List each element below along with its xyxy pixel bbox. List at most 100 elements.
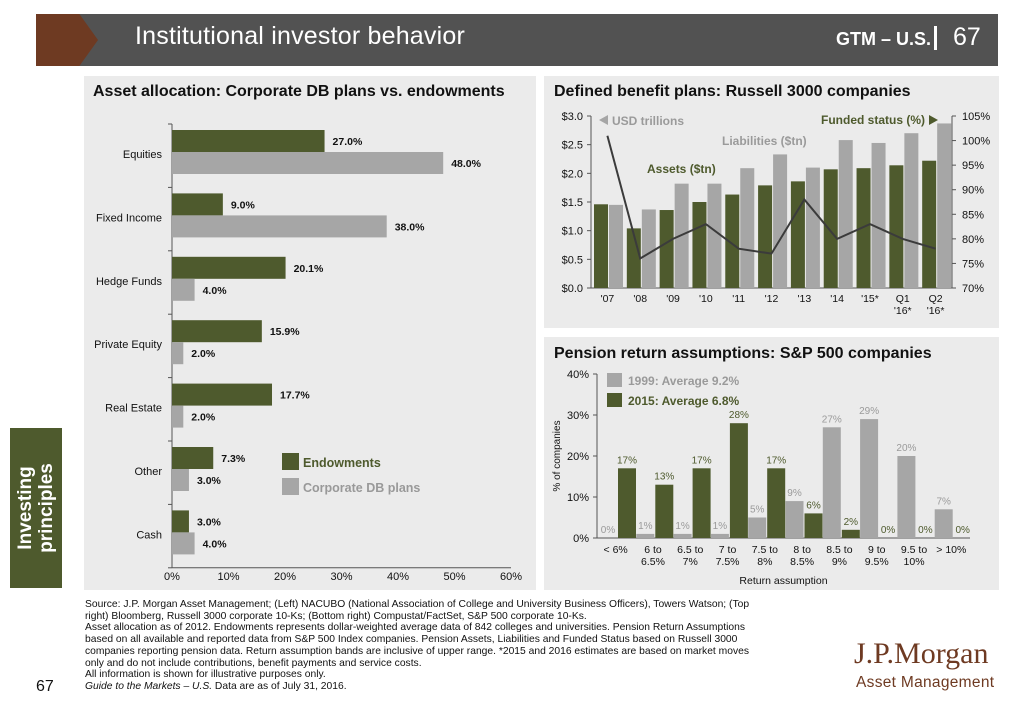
- asset-allocation-chart: 0% 10% 20% 30% 40% 50% 60% Equities 27.0% 48.0% Fi…: [94, 123, 522, 583]
- db-plans-bar: [172, 152, 444, 174]
- 1999-value-label: 20%: [896, 443, 916, 454]
- endowments-value-label: 27.0%: [333, 136, 363, 148]
- assets-bar: [889, 165, 904, 288]
- x-tick-label: 40%: [387, 571, 409, 583]
- 2015-value-label: 28%: [729, 410, 749, 421]
- 2015-value-label: 2%: [844, 517, 859, 528]
- x-tick-label: 10%: [217, 571, 239, 583]
- x-tick-label: 7.5 to: [752, 544, 778, 556]
- endowments-bar: [172, 447, 214, 469]
- source-line: All information is shown for illustrativ…: [85, 669, 326, 681]
- assets-bar: [594, 204, 608, 288]
- db-plans-bar: [172, 215, 387, 238]
- x-tick-label: 10%: [904, 556, 925, 568]
- page-title: Institutional investor behavior: [135, 22, 465, 50]
- legend-label-1999: 1999: Average 9.2%: [628, 374, 740, 388]
- 2015-value-label: 17%: [692, 455, 712, 466]
- 1999-value-label: 5%: [750, 505, 765, 516]
- 1999-bar: [636, 533, 655, 538]
- 1999-value-label: 1%: [675, 521, 690, 532]
- legend-swatch-1999: [607, 373, 622, 387]
- x-tick-label: '14: [830, 293, 844, 305]
- 2015-value-label: 0%: [881, 525, 896, 536]
- x-tick-label: '07: [601, 293, 615, 305]
- 1999-value-label: 29%: [859, 406, 879, 417]
- db-plans-bar: [172, 405, 184, 428]
- db-plans-bar: [172, 469, 189, 491]
- right-axis-tick-label: 80%: [962, 234, 984, 246]
- 2015-value-label: 6%: [806, 500, 821, 511]
- endowments-bar: [172, 130, 325, 152]
- 1999-bar: [710, 533, 729, 538]
- left-axis-tick-label: $2.0: [562, 168, 583, 180]
- liabilities-bar: [773, 154, 788, 288]
- liabilities-bar: [740, 168, 755, 288]
- asset-management-logo: Asset Management: [856, 674, 995, 691]
- db-plans-value-label: 48.0%: [451, 158, 481, 170]
- 2015-value-label: 17%: [617, 455, 637, 466]
- guide-date: Data are as of July 31, 2016.: [212, 680, 347, 692]
- db-plans-bar: [172, 278, 195, 301]
- x-tick-label: > 10%: [936, 544, 966, 556]
- sidebar-label: Investing principles: [15, 463, 57, 553]
- asset-allocation-title: Asset allocation: Corporate DB plans vs.…: [93, 83, 505, 100]
- x-tick-label: 0%: [164, 571, 180, 583]
- db-plans-value-label: 4.0%: [203, 285, 228, 297]
- category-label: Private Equity: [94, 339, 162, 351]
- assets-series-label: Assets ($tn): [647, 162, 716, 176]
- 1999-bar: [673, 533, 692, 538]
- jpmorgan-logo: J.P.Morgan: [854, 637, 989, 670]
- category-label: Fixed Income: [96, 212, 162, 224]
- 2015-value-label: 0%: [918, 525, 933, 536]
- x-tick-label: '12: [765, 293, 779, 305]
- x-tick-label: 60%: [500, 571, 522, 583]
- legend-swatch-2015: [607, 393, 622, 407]
- 1999-bar: [748, 517, 767, 538]
- liabilities-bar: [937, 123, 952, 288]
- guide-title: Guide to the Markets – U.S.: [85, 680, 213, 692]
- x-tick-label: 6.5%: [641, 556, 665, 568]
- y-tick-label: 30%: [567, 410, 589, 422]
- assets-bar: [626, 228, 641, 288]
- x-tick-label: 9 to: [868, 544, 886, 556]
- footer-page-number: 67: [36, 678, 54, 695]
- db-plans-value-label: 2.0%: [191, 412, 216, 424]
- 2015-bar: [804, 513, 823, 538]
- db-plans-value-label: 2.0%: [191, 348, 216, 360]
- category-label: Hedge Funds: [96, 276, 163, 288]
- section-label: GTM – U.S.: [836, 29, 932, 49]
- legend-label-db-plans: Corporate DB plans: [303, 481, 420, 495]
- db-plans-bar: [172, 532, 195, 555]
- liabilities-bar: [707, 183, 722, 288]
- right-axis-tick-label: 105%: [962, 111, 990, 123]
- y-axis-title: % of companies: [552, 420, 563, 491]
- 2015-value-label: 0%: [955, 525, 970, 536]
- x-tick-label: '11: [732, 293, 745, 305]
- x-tick-label: 20%: [274, 571, 296, 583]
- x-tick-label: 8 to: [793, 544, 811, 556]
- left-axis-tick-label: $1.5: [562, 197, 583, 209]
- sidebar-label-line2: principles: [36, 463, 57, 553]
- right-arrow-icon: [929, 115, 938, 125]
- right-axis-tick-label: 95%: [962, 160, 984, 172]
- endowments-value-label: 7.3%: [221, 453, 246, 465]
- liabilities-bar: [641, 209, 656, 288]
- x-tick-label: Q2: [929, 293, 943, 305]
- 1999-value-label: 0%: [601, 525, 616, 536]
- x-tick-label: 30%: [330, 571, 352, 583]
- endowments-value-label: 15.9%: [270, 326, 300, 338]
- assets-bar: [922, 160, 937, 288]
- right-axis-tick-label: 90%: [962, 185, 984, 197]
- category-label: Other: [134, 466, 162, 478]
- 1999-value-label: 7%: [936, 496, 951, 507]
- x-tick-label: 9.5 to: [901, 544, 927, 556]
- x-tick-label: 7.5%: [716, 556, 740, 568]
- liabilities-bar: [871, 142, 886, 288]
- endowments-bar: [172, 510, 189, 533]
- x-tick-label: '09: [666, 293, 680, 305]
- source-line: right) Bloomberg, Russell 3000 corporate…: [85, 610, 587, 622]
- legend-swatch-db-plans: [282, 478, 299, 495]
- source-line: based on all available and reported data…: [85, 634, 738, 646]
- guide-line: Guide to the Markets – U.S. Data are as …: [85, 681, 825, 693]
- 1999-bar: [822, 427, 841, 538]
